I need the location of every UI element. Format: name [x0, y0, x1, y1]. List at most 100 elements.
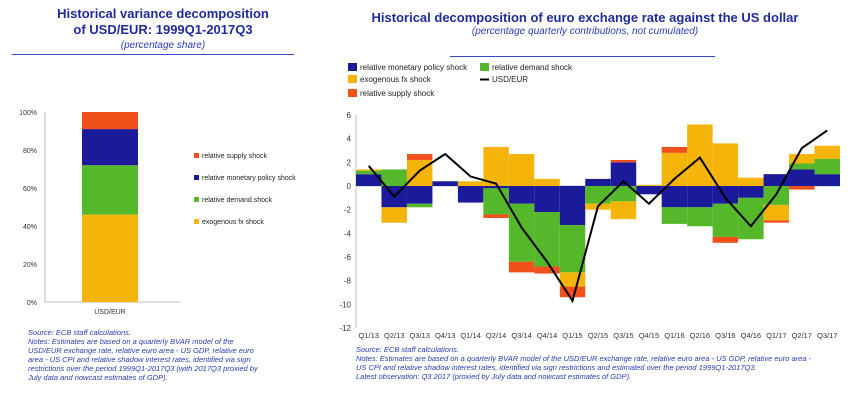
right-bar-segment-monetary [432, 181, 458, 186]
right-bar-segment-fx [457, 181, 484, 186]
left-legend-label-supply: relative supply shock [202, 153, 267, 160]
right-bar-segment-demand [559, 225, 586, 273]
right-y-tick-label: 0 [347, 182, 352, 191]
right-x-tick-label: Q3/15 [613, 331, 633, 340]
right-bar-segment-supply [610, 159, 637, 163]
left-legend-swatch-demand [194, 197, 199, 202]
right-bar-segment-supply [483, 214, 509, 218]
left-bar-segment-monetary [82, 129, 138, 166]
left-x-tick-label: USD/EUR [94, 309, 126, 316]
right-legend-label-monetary: relative monetary policy shock [360, 63, 468, 72]
left-y-axis: 0% 20% 40% 60% 80% 100% USD/EUR [19, 110, 180, 316]
right-bar-segment-fx [738, 177, 764, 186]
right-bar-segment-demand [381, 169, 407, 186]
right-x-tick-label: Q4/16 [741, 331, 761, 340]
right-bar-segment-fx [610, 201, 637, 220]
right-legend: relative monetary policy shock relative d… [348, 63, 573, 98]
right-bar-segment-demand [534, 212, 560, 267]
left-bars [82, 112, 138, 302]
right-y-tick-label: -12 [339, 324, 351, 333]
right-bar-segment-fx [381, 207, 407, 223]
left-y-tick-label: 100% [19, 110, 37, 117]
right-bar-segment-demand [814, 158, 840, 175]
historical-decomposition-chart: relative monetary policy shock relative d… [339, 63, 840, 340]
right-bar-segment-monetary [508, 186, 535, 204]
right-x-tick-label: Q1/17 [766, 331, 786, 340]
right-y-tick-label: 6 [347, 111, 352, 120]
left-bar-segment-demand [82, 165, 138, 215]
right-note-line: US CPI and relative shadow interest rate… [356, 363, 757, 372]
right-legend-swatch-monetary [348, 63, 357, 71]
right-bar-segment-monetary [534, 186, 560, 213]
right-legend-label-supply: relative supply shock [360, 89, 435, 98]
right-y-tick-label: -2 [344, 206, 352, 215]
right-y-tick-label: 4 [347, 135, 352, 144]
right-line [367, 129, 828, 304]
right-bar-segment-fx [814, 145, 840, 159]
left-y-tick-label: 80% [23, 148, 37, 155]
right-x-tick-label: Q2/15 [588, 331, 608, 340]
left-note-line: Source: ECB staff calculations. [28, 328, 131, 337]
right-x-tick-label: Q2/13 [384, 331, 404, 340]
right-chart-subtitle: (percentage quarterly contributions, not… [471, 26, 699, 37]
right-bar-segment-fx [559, 272, 586, 287]
right-bar-segment-fx [508, 154, 535, 186]
right-bar-segment-monetary [483, 186, 509, 189]
right-bar-segment-monetary [356, 174, 382, 186]
right-bar-segment-supply [534, 266, 560, 274]
right-note-line: Latest observation: Q3 2017 (proxied by … [356, 372, 632, 381]
left-note-line: Notes: Estimates are based on a quarterl… [28, 337, 234, 346]
right-x-tick-label: Q2/16 [690, 331, 710, 340]
right-bar-segment-demand [483, 188, 509, 215]
right-y-tick-label: -8 [344, 277, 352, 286]
right-bar-segment-demand [712, 203, 739, 237]
left-notes: Source: ECB staff calculations. Notes: E… [28, 328, 268, 382]
right-y-tick-label: -6 [344, 253, 352, 262]
right-x-tick-label: Q3/13 [409, 331, 429, 340]
right-bar-segment-demand [661, 207, 688, 224]
right-bar-segment-demand [687, 207, 713, 227]
left-title-rule [12, 54, 294, 55]
right-bar-segment-demand [789, 163, 815, 170]
left-note-line: restrictions over the period 1999Q1-2017… [28, 364, 258, 373]
right-bar-segment-supply [789, 186, 815, 190]
right-x-tick-label: Q2/17 [792, 331, 812, 340]
right-bar-segment-fx [534, 178, 560, 186]
right-bar-segment-monetary [661, 186, 688, 208]
right-bar-segment-demand [610, 186, 637, 202]
right-x-tick-label: Q3/16 [715, 331, 735, 340]
right-x-tick-label: Q1/16 [664, 331, 684, 340]
right-bar-segment-demand [406, 203, 433, 208]
right-bars [356, 124, 840, 298]
left-title-line2: of USD/EUR: 1999Q1-2017Q3 [73, 22, 253, 37]
right-legend-label-fx: exogenous fx shock [360, 75, 432, 84]
right-bar-segment-demand [738, 197, 764, 240]
right-bar-segment-supply [661, 146, 688, 153]
right-bar-segment-fx [763, 204, 790, 221]
left-note-line: area - US CPI and relative shadow intere… [28, 355, 251, 364]
right-bar-segment-monetary [738, 186, 764, 198]
right-legend-label-line: USD/EUR [492, 75, 528, 84]
right-note-line: Notes: Estimates are based on a quarterl… [356, 354, 812, 363]
right-bar-segment-demand [585, 186, 611, 204]
right-bar-segment-fx [661, 152, 688, 186]
left-title-line1: Historical variance decomposition [57, 6, 269, 21]
left-y-tick-label: 60% [23, 186, 37, 193]
right-x-tick-label: Q1/15 [562, 331, 582, 340]
right-x-tick-label: Q4/15 [639, 331, 659, 340]
left-legend-label-monetary: relative monetary policy shock [202, 175, 296, 182]
right-x-axis: Q1/13 Q2/13 Q3/13 Q4/13 Q1/14 Q2/14 Q3/14 Q4/14… [359, 331, 838, 340]
right-title-rule [450, 56, 715, 57]
left-note-line: USD/EUR exchange rate, relative euro are… [28, 346, 254, 355]
left-y-tick-label: 0% [27, 300, 37, 307]
left-legend: relative supply shock relative monetary p… [194, 153, 296, 226]
right-bar-segment-fx [687, 124, 713, 186]
right-legend-swatch-supply [348, 89, 357, 97]
left-y-tick-label: 20% [23, 262, 37, 269]
right-bar-segment-monetary [457, 186, 484, 203]
right-bar-segment-monetary [559, 186, 586, 226]
right-x-tick-label: Q2/14 [486, 331, 506, 340]
right-bar-segment-monetary [636, 186, 662, 195]
left-note-line: July data and nowcast estimates of GDP). [28, 373, 168, 382]
right-bar-segment-fx [356, 169, 382, 171]
